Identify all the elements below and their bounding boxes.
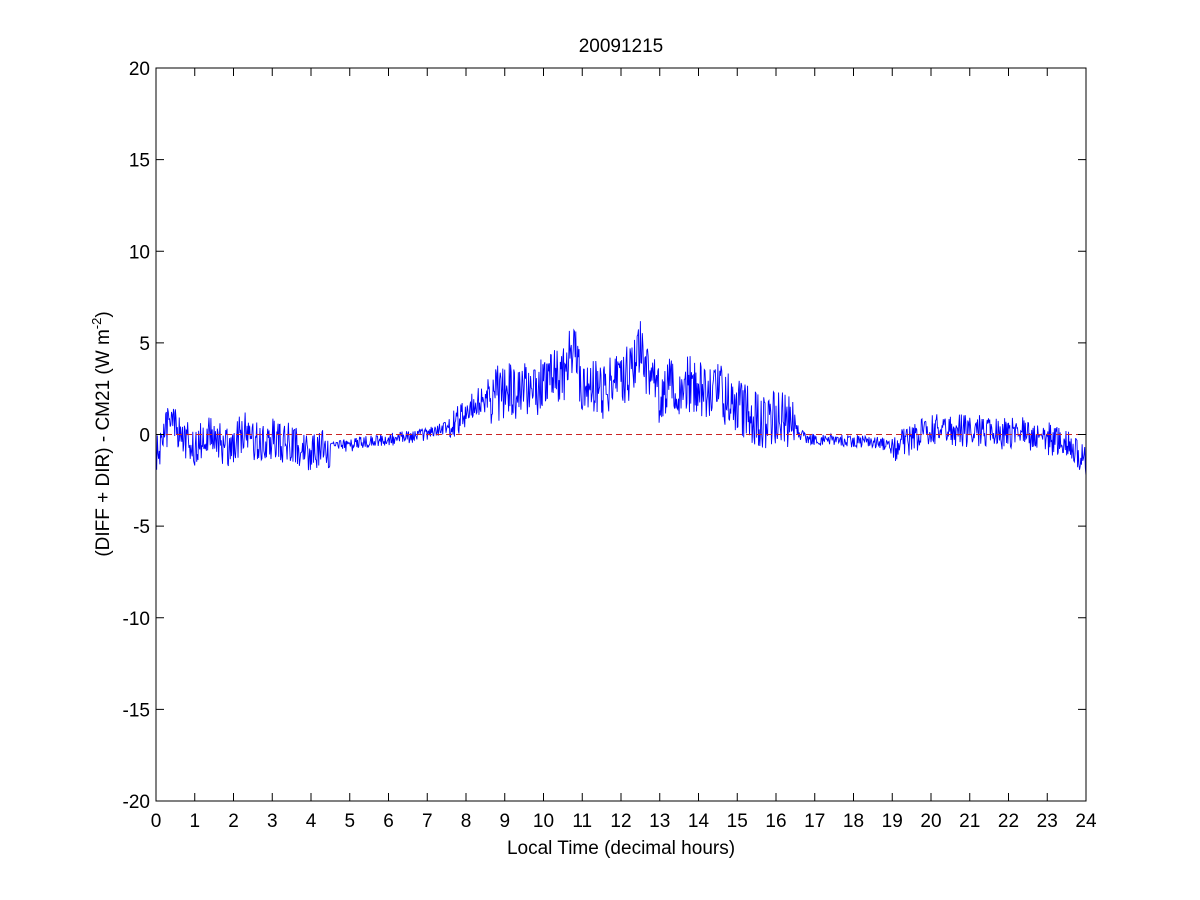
x-tick-label: 8: [461, 811, 472, 832]
x-tick-label: 16: [765, 811, 786, 832]
x-tick-label: 0: [151, 811, 162, 832]
y-axis-title-close: ): [93, 311, 114, 317]
y-tick-label: 5: [139, 334, 150, 355]
x-tick-label: 22: [998, 811, 1019, 832]
series-line-0: [155, 321, 1087, 476]
x-tick-label: 24: [1075, 811, 1097, 832]
x-tick-label: 14: [688, 811, 710, 832]
x-tick-label: 4: [306, 811, 317, 832]
x-tick-label: 3: [267, 811, 278, 832]
x-tick-label: 20: [920, 811, 941, 832]
y-tick-label: -10: [123, 609, 150, 630]
x-tick-label: 19: [882, 811, 903, 832]
x-tick-label: 15: [727, 811, 748, 832]
y-tick-label: -5: [133, 517, 150, 538]
data-layer: [155, 321, 1087, 476]
y-tick-label: 0: [139, 426, 150, 447]
x-tick-label: 10: [533, 811, 554, 832]
y-axis-title: (DIFF + DIR) - CM21 (W m-2): [89, 311, 114, 556]
x-tick-label: 6: [383, 811, 394, 832]
x-tick-label: 11: [572, 811, 592, 832]
x-tick-label: 18: [843, 811, 864, 832]
axis-ticks: 0 1 2 3 4 5 6 7 8 9 10 11 12 13 14 15 16 17 18 19 20 21 22 23 24…: [123, 59, 1097, 832]
x-tick-label: 7: [422, 811, 433, 832]
x-axis-title: Local Time (decimal hours): [507, 838, 735, 859]
chart-title: 20091215: [579, 36, 664, 57]
x-tick-label: 1: [189, 811, 200, 832]
x-tick-label: 5: [344, 811, 355, 832]
y-tick-label: -20: [123, 792, 150, 813]
x-tick-label: 17: [804, 811, 825, 832]
x-tick-label: 9: [499, 811, 510, 832]
y-tick-label: 15: [129, 151, 150, 172]
y-axis-title-superscript: -2: [89, 318, 104, 330]
y-tick-label: 20: [129, 59, 150, 80]
y-tick-label: 10: [129, 242, 150, 263]
x-tick-label: 23: [1037, 811, 1058, 832]
x-tick-label: 12: [610, 811, 631, 832]
x-tick-label: 13: [649, 811, 670, 832]
x-tick-label: 2: [228, 811, 239, 832]
y-tick-label: -15: [123, 700, 150, 721]
x-tick-label: 21: [959, 811, 980, 832]
y-axis-title-main: (DIFF + DIR) - CM21 (W m: [93, 329, 114, 556]
